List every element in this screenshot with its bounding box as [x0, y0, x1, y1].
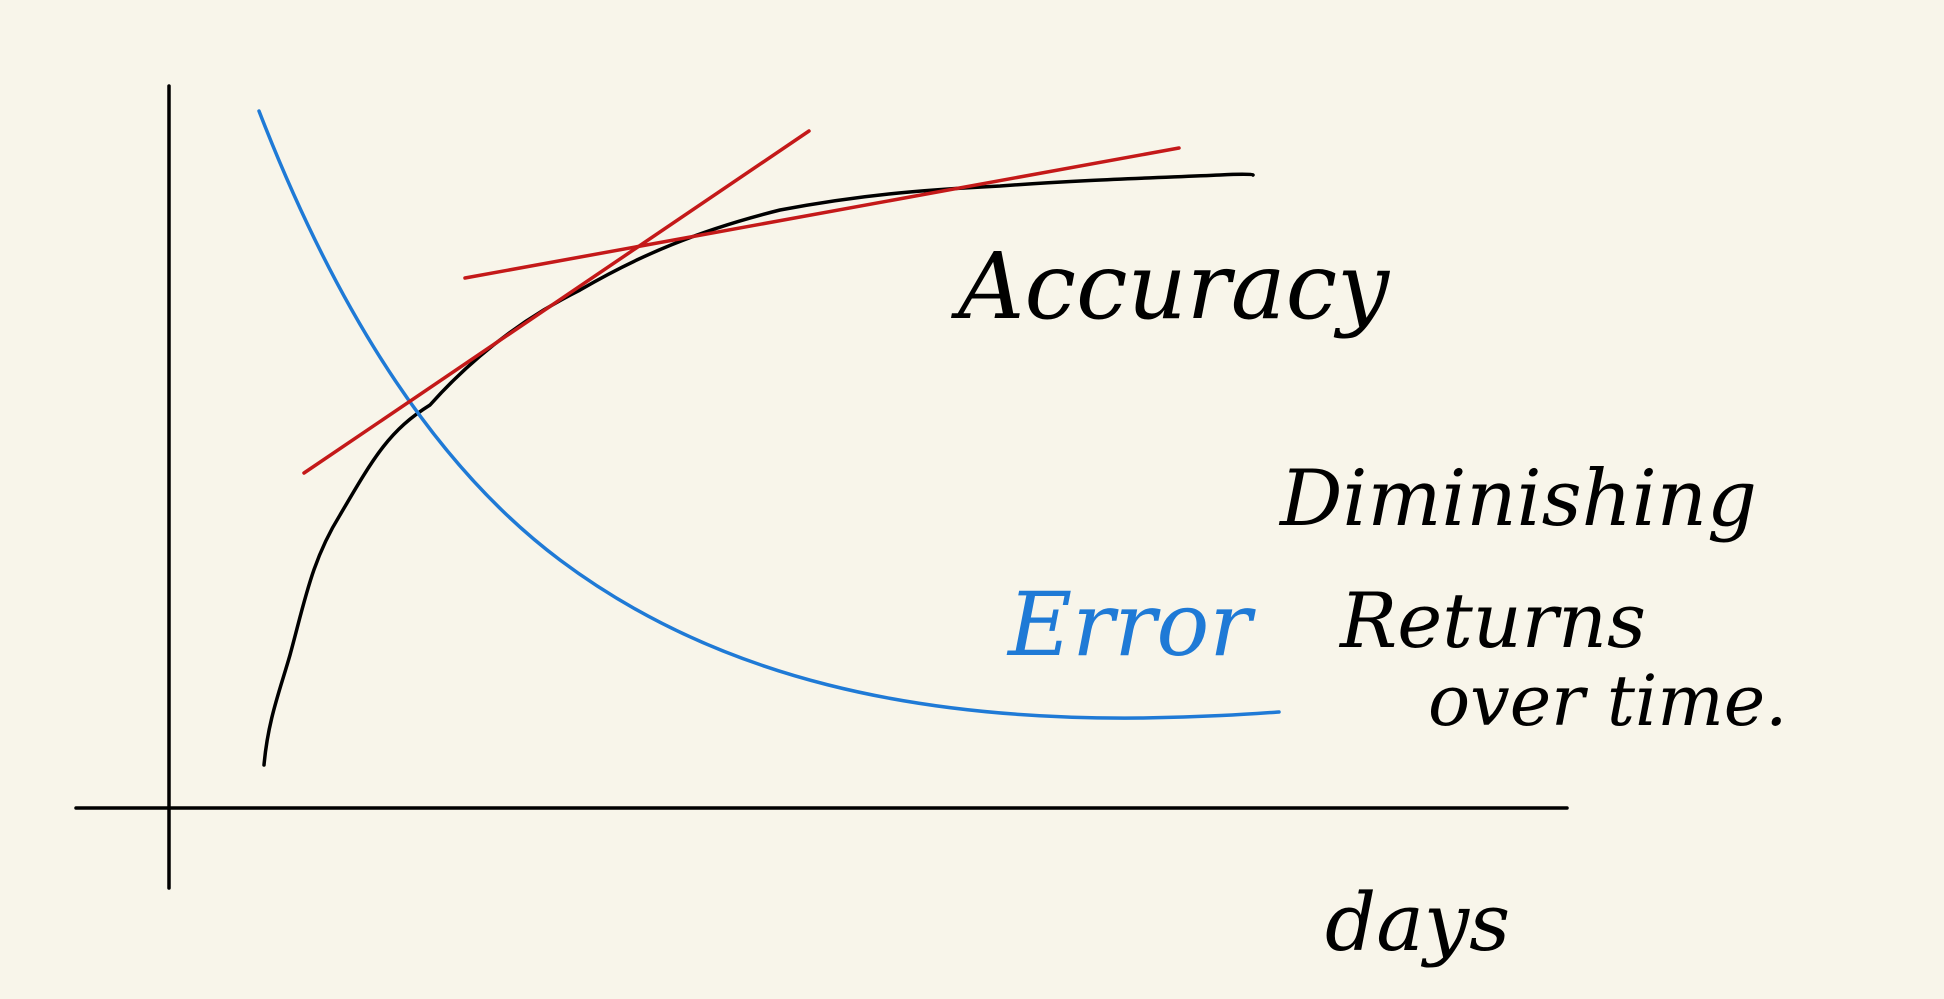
- diminishing-returns-line1: Diminishing: [1278, 454, 1757, 544]
- diminishing-returns-line2: Returns: [1338, 576, 1646, 665]
- error-curve: [257, 109, 1281, 720]
- accuracy-curve: [262, 172, 1255, 767]
- error-label: Error: [1006, 573, 1256, 676]
- flat-tangent-line: [463, 146, 1181, 280]
- accuracy-label: Accuracy: [950, 233, 1390, 340]
- x-axis-label: days: [1325, 876, 1510, 969]
- steep-tangent-line: [302, 129, 811, 475]
- diminishing-returns-line3: over time.: [1428, 660, 1787, 742]
